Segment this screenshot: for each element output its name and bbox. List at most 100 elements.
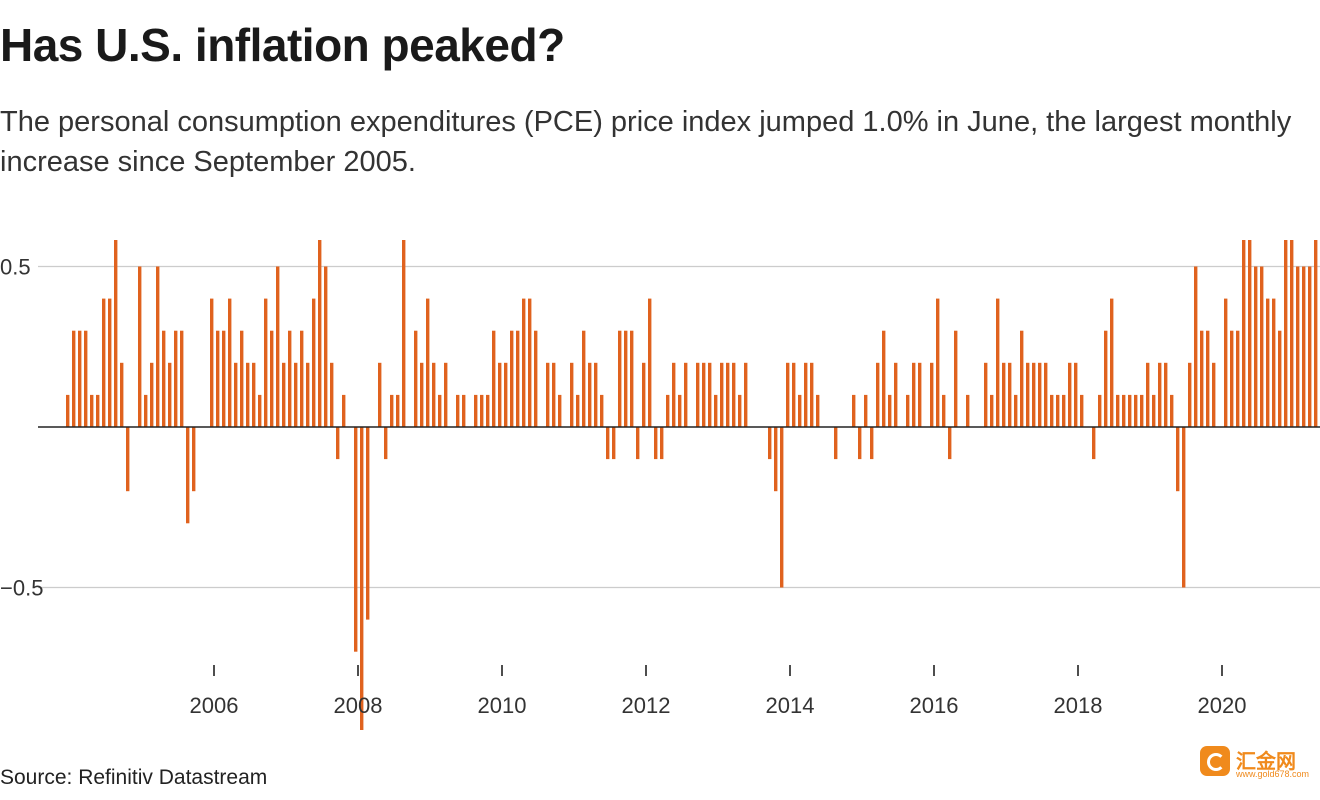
bar	[252, 362, 256, 427]
bar	[1302, 266, 1306, 427]
bar	[282, 362, 286, 427]
bar	[144, 394, 148, 427]
bar	[1260, 266, 1264, 427]
bar	[1230, 330, 1234, 427]
y-tick-label: −0.5	[0, 576, 43, 601]
bar	[636, 427, 640, 460]
bar	[1092, 427, 1096, 460]
bar	[792, 362, 796, 427]
bar	[1248, 240, 1252, 427]
bar	[228, 298, 232, 427]
chart-subtitle: The personal consumption expenditures (P…	[0, 106, 1292, 178]
bar	[486, 394, 490, 427]
bar	[108, 298, 112, 427]
bar	[864, 394, 868, 427]
bar	[558, 394, 562, 427]
bar	[162, 330, 166, 427]
bar	[666, 394, 670, 427]
bar	[1050, 394, 1054, 427]
bar	[420, 362, 424, 427]
bar	[1122, 394, 1126, 427]
bar	[210, 298, 214, 427]
x-tick-label: 2012	[622, 693, 671, 718]
bar	[552, 362, 556, 427]
bar	[318, 240, 322, 427]
bar	[1038, 362, 1042, 427]
bar-chart: 1.0%0.5−0.5−1.0 200620082010201220142016…	[0, 240, 1320, 730]
bar	[1134, 394, 1138, 427]
bar	[606, 427, 610, 460]
bar	[90, 394, 94, 427]
bar	[1062, 394, 1066, 427]
bar	[126, 427, 130, 492]
bar	[876, 362, 880, 427]
bar	[156, 266, 160, 427]
bar	[186, 427, 190, 524]
bar	[414, 330, 418, 427]
x-tick-label: 2008	[334, 693, 383, 718]
bar	[1014, 394, 1018, 427]
bar	[1098, 394, 1102, 427]
bar	[612, 427, 616, 460]
bar	[1242, 240, 1246, 427]
bar	[858, 427, 862, 460]
bar	[888, 394, 892, 427]
bar-series	[66, 240, 1318, 730]
bar	[264, 298, 268, 427]
bar	[894, 362, 898, 427]
bar	[732, 362, 736, 427]
bar	[618, 330, 622, 427]
bar	[1008, 362, 1012, 427]
bar	[192, 427, 196, 492]
x-tick-label: 2018	[1054, 693, 1103, 718]
bar	[366, 427, 370, 620]
bar	[1026, 362, 1030, 427]
bar	[234, 362, 238, 427]
bar	[648, 298, 652, 427]
bar	[426, 298, 430, 427]
bar	[1170, 394, 1174, 427]
bar	[1152, 394, 1156, 427]
bar	[702, 362, 706, 427]
bar	[150, 362, 154, 427]
bar	[1032, 362, 1036, 427]
x-axis: 200620082010201220142016201820202022	[190, 665, 1246, 718]
bar	[1296, 266, 1300, 427]
bar	[714, 394, 718, 427]
bar	[672, 362, 676, 427]
bar	[996, 298, 1000, 427]
bar	[786, 362, 790, 427]
bar	[882, 330, 886, 427]
bar	[78, 330, 82, 427]
bar	[1116, 394, 1120, 427]
y-tick-label: 0.5	[0, 255, 31, 280]
bar	[1194, 266, 1198, 427]
bar	[582, 330, 586, 427]
bar	[378, 362, 382, 427]
bar	[84, 330, 88, 427]
bar	[852, 394, 856, 427]
bar	[276, 266, 280, 427]
bar	[1254, 266, 1258, 427]
bar	[780, 427, 784, 588]
bar	[906, 394, 910, 427]
bar	[528, 298, 532, 427]
bar	[1068, 362, 1072, 427]
bar	[1080, 394, 1084, 427]
bar	[402, 240, 406, 427]
bar	[522, 298, 526, 427]
bar	[1284, 240, 1288, 427]
bar	[258, 394, 262, 427]
bar	[96, 394, 100, 427]
source-note: Source: Refinitiv Datastream	[0, 766, 268, 789]
bar	[216, 330, 220, 427]
bar	[174, 330, 178, 427]
bar	[546, 362, 550, 427]
bar	[660, 427, 664, 460]
bar	[396, 394, 400, 427]
bar	[570, 362, 574, 427]
bar	[1158, 362, 1162, 427]
bar	[1146, 362, 1150, 427]
x-tick-label: 2016	[910, 693, 959, 718]
bar	[354, 427, 358, 652]
